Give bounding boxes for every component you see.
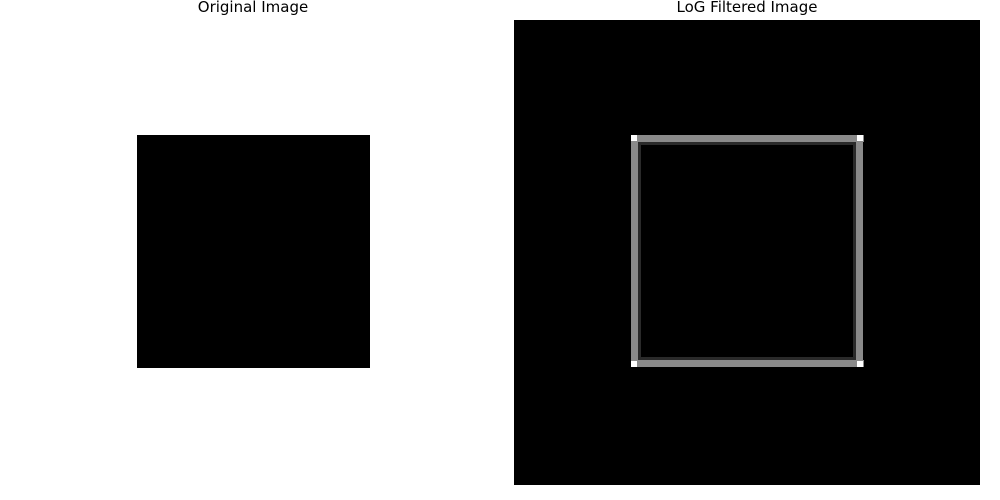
original-black-square <box>137 135 370 368</box>
inner-edge-top <box>638 142 856 145</box>
original-image-title: Original Image <box>197 0 309 16</box>
log-filtered-image-title: LoG Filtered Image <box>676 0 818 16</box>
inner-edge-left <box>638 142 641 360</box>
corner-bottom-left <box>631 361 637 367</box>
log-filtered-image-panel <box>514 20 980 485</box>
corner-top-right <box>857 135 863 141</box>
corner-bottom-right <box>857 361 863 367</box>
edge-bottom <box>631 360 864 367</box>
inner-edge-right <box>853 142 856 360</box>
corner-top-left <box>631 135 637 141</box>
edge-left <box>631 135 638 367</box>
edge-right <box>856 135 863 367</box>
inner-edge-bottom <box>638 357 856 360</box>
edge-top <box>631 135 864 142</box>
original-image-panel <box>20 20 486 485</box>
